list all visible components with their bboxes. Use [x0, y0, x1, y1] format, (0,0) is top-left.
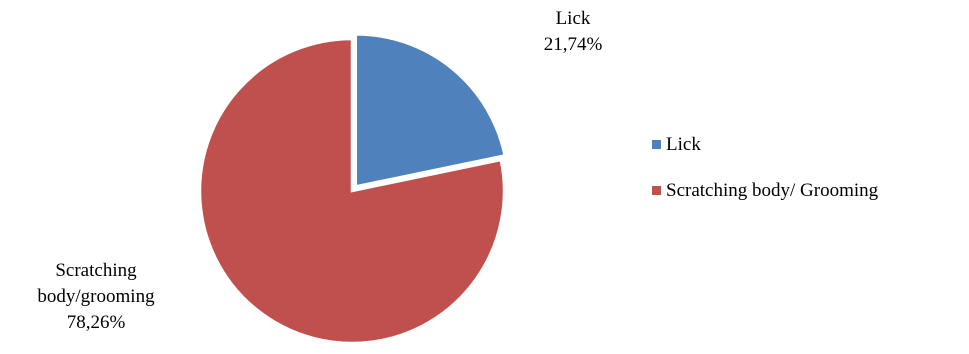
legend: Lick Scratching body/ Grooming: [652, 134, 879, 201]
data-label-line: Lick: [556, 8, 591, 29]
data-label-lick: Lick 21,74%: [544, 8, 603, 55]
legend-label-scratching-grooming: Scratching body/ Grooming: [666, 180, 879, 201]
pie-slices: [198, 33, 507, 345]
data-label-scratching-grooming: Scratching body/grooming 78,26%: [37, 260, 155, 333]
legend-swatch-lick: [652, 140, 661, 149]
pie-slice-lick: [354, 33, 507, 188]
data-label-line: 78,26%: [67, 312, 126, 333]
data-label-line: 21,74%: [544, 34, 603, 55]
legend-swatch-scratching-grooming: [652, 186, 661, 195]
pie-slice-scratching-grooming: [198, 37, 506, 345]
pie-data-labels: Lick 21,74% Scratching body/grooming 78,26%: [37, 8, 602, 333]
data-label-line: Scratching: [55, 260, 137, 281]
legend-label-lick: Lick: [666, 134, 701, 155]
data-label-line: body/grooming: [37, 286, 155, 307]
